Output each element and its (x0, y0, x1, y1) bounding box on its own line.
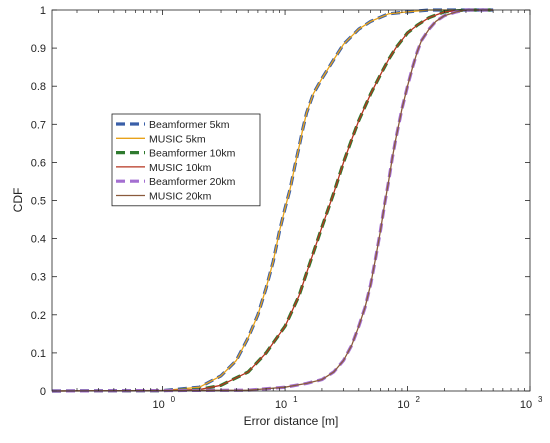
y-tick-label: 0 (40, 386, 46, 398)
legend-label: MUSIC 5km (149, 133, 206, 145)
x-axis-label: Error distance [m] (244, 414, 339, 428)
series-line-3 (51, 9, 494, 392)
series-layer (51, 8, 494, 393)
x-tick-label: 10 (275, 399, 287, 411)
y-axis: 0 0.1 0.2 0.3 0.4 0.5 0.6 0.7 0.8 0.9 1 (31, 5, 530, 398)
y-tick-label: 0.1 (31, 348, 46, 360)
y-tick-label: 0.6 (31, 157, 46, 169)
y-tick-label: 0.5 (31, 196, 46, 208)
x-tick-exponent: 3 (538, 395, 543, 404)
y-tick-label: 0.4 (31, 234, 46, 246)
legend-label: Beamformer 10km (149, 148, 236, 160)
series-line-5 (51, 9, 494, 392)
y-tick-label: 1 (40, 5, 46, 17)
x-tick-exponent: 2 (416, 395, 421, 404)
y-axis-label: CDF (11, 188, 25, 213)
legend: Beamformer 5km MUSIC 5km Beamformer 10km MU… (111, 113, 261, 207)
y-tick-label: 0.9 (31, 43, 46, 55)
legend-label: Beamformer 20km (149, 176, 236, 188)
x-tick-exponent: 0 (171, 395, 176, 404)
x-tick-label: 10 (520, 399, 532, 411)
x-tick-exponent: 1 (293, 395, 298, 404)
x-axis: 10 0 10 1 10 2 10 3 (76, 10, 543, 411)
y-tick-label: 0.8 (31, 81, 46, 93)
y-tick-label: 0.7 (31, 119, 46, 131)
legend-label: MUSIC 20km (149, 191, 212, 203)
legend-label: Beamformer 5km (149, 119, 230, 131)
x-tick-label: 10 (152, 399, 164, 411)
x-tick-label: 10 (397, 399, 409, 411)
legend-box (111, 113, 261, 207)
legend-label: MUSIC 10km (149, 162, 212, 174)
y-tick-label: 0.3 (31, 272, 46, 284)
y-tick-label: 0.2 (31, 310, 46, 322)
series-line-1 (51, 9, 494, 392)
